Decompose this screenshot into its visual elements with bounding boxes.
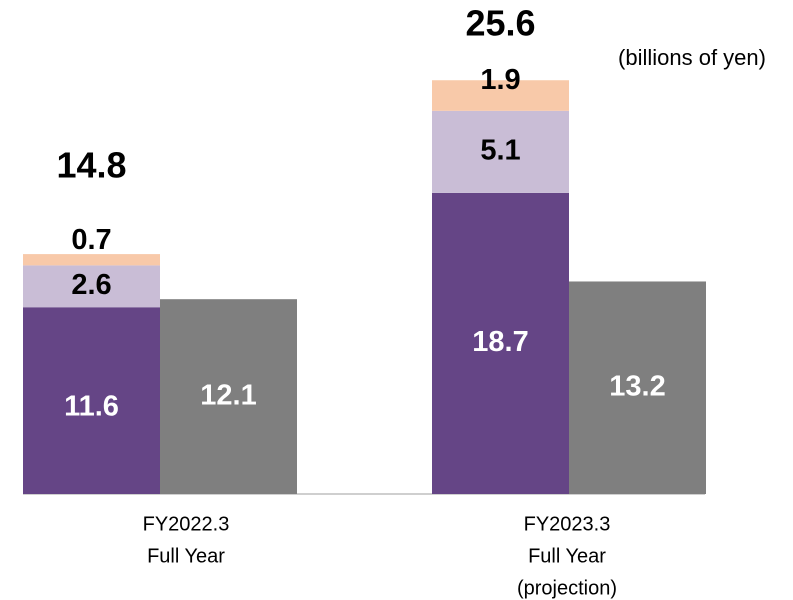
bar-segment [160,299,297,494]
x-tick-label: FY2023.3 [524,513,611,535]
bar-segment [432,192,569,494]
segment-label: 1.9 [480,64,520,96]
total-label: 25.6 [465,3,535,44]
total-label: 14.8 [56,145,126,186]
segment-label: 13.2 [609,370,665,402]
x-tick-label: Full Year [147,545,225,567]
segment-label: 11.6 [64,390,119,422]
bar-segment [23,265,160,308]
segment-label: 12.1 [200,379,256,411]
bar-segment [432,110,569,193]
segment-label: 2.6 [71,269,111,301]
bar-segment [569,281,706,494]
bar-segment [23,307,160,494]
unit-note: (billions of yen) [618,45,766,70]
x-tick-label: (projection) [517,577,617,599]
x-tick-label: FY2022.3 [143,513,230,535]
segment-label: 5.1 [480,135,520,167]
bar-segment [432,80,569,111]
segment-label: 0.7 [71,224,111,256]
bar-segment [23,254,160,266]
segment-label: 18.7 [472,326,528,358]
x-tick-label: Full Year [528,545,606,567]
